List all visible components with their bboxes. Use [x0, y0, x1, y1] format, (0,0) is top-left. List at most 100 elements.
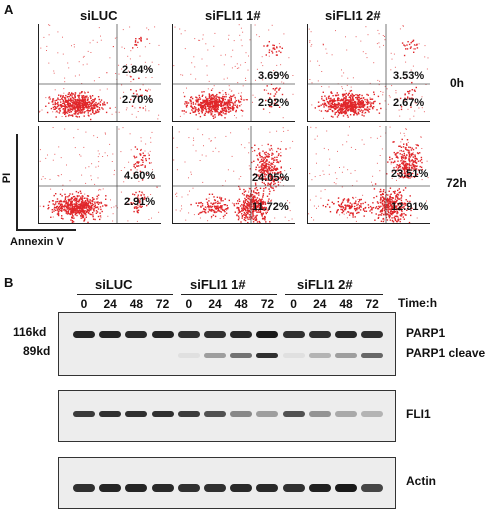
scatter-dot — [211, 100, 213, 103]
band-parp1-cleaved — [282, 353, 305, 358]
scatter-dot — [226, 101, 228, 103]
scatter-dot — [240, 39, 242, 41]
scatter-dot — [313, 219, 315, 221]
scatter-dot — [357, 95, 359, 97]
band-parp1 — [256, 331, 279, 338]
scatter-dot — [57, 101, 59, 104]
scatter-dot — [254, 144, 256, 146]
scatter-dot — [382, 220, 385, 223]
scatter-dot — [277, 161, 280, 164]
scatter-dot — [114, 37, 116, 39]
scatter-dot — [344, 111, 346, 114]
scatter-dot — [243, 208, 246, 211]
scatter-dot — [265, 167, 267, 169]
scatter-dot — [140, 194, 142, 196]
scatter-dot — [403, 132, 405, 134]
scatter-dot — [329, 206, 331, 208]
scatter-dot — [320, 104, 322, 106]
scatter-dot — [261, 215, 263, 217]
panel-a-letter: A — [4, 2, 14, 17]
scatter-dot — [133, 165, 135, 168]
scatter-dot — [349, 107, 351, 110]
scatter-dot — [390, 193, 392, 195]
scatter-dot — [412, 39, 415, 41]
scatter-dot — [371, 181, 372, 183]
scatter-dot — [381, 199, 384, 202]
scatter-dot — [215, 95, 217, 97]
scatter-dot — [70, 198, 72, 200]
scatter-dot — [212, 93, 214, 96]
scatter-dot — [205, 155, 207, 157]
scatter-dot — [251, 194, 254, 196]
scatter-dot — [211, 205, 213, 208]
scatter-dot — [258, 175, 260, 178]
scatter-dot — [252, 151, 254, 152]
scatter-dot — [402, 161, 404, 163]
scatter-dot — [402, 189, 405, 191]
scatter-dot — [219, 112, 221, 114]
scatter-dot — [338, 102, 340, 104]
scatter-dot — [130, 149, 132, 151]
scatter-dot — [93, 205, 95, 208]
scatter-dot — [244, 204, 246, 207]
scatter-dot — [74, 211, 76, 214]
scatter-dot — [238, 178, 240, 180]
scatter-dot — [389, 194, 391, 196]
scatter-dot — [135, 156, 138, 158]
scatter-dot — [228, 85, 230, 87]
scatter-dot — [405, 162, 407, 165]
scatter-dot — [77, 109, 79, 111]
scatter-dot — [237, 218, 240, 221]
scatter-dot — [265, 179, 267, 181]
scatter-dot — [256, 189, 258, 191]
scatter-dot — [222, 108, 224, 111]
scatter-dot — [260, 207, 262, 210]
scatter-dot — [207, 206, 209, 208]
scatter-dot — [212, 107, 214, 109]
scatter-dot — [336, 103, 339, 106]
scatter-dot — [356, 103, 359, 105]
scatter-dot — [261, 202, 264, 204]
band-fli1 — [177, 411, 200, 417]
scatter-dot — [278, 50, 280, 52]
flow-plot-sifli1-2-0h — [307, 24, 430, 122]
scatter-dot — [207, 205, 210, 207]
scatter-dot — [73, 101, 76, 103]
scatter-dot — [347, 108, 349, 111]
scatter-dot — [344, 105, 347, 107]
scatter-dot — [315, 195, 317, 197]
scatter-dot — [401, 206, 404, 208]
scatter-dot — [51, 211, 54, 213]
scatter-dot — [262, 169, 265, 172]
scatter-dot — [263, 217, 265, 220]
scatter-dot — [133, 155, 135, 157]
scatter-dot — [355, 208, 357, 210]
scatter-dot — [214, 199, 216, 202]
scatter-dot — [262, 213, 264, 215]
scatter-dot — [408, 155, 411, 157]
scatter-dot — [291, 218, 293, 220]
scatter-dot — [154, 26, 156, 28]
scatter-dot — [380, 91, 382, 92]
scatter-dot — [375, 206, 378, 208]
band-actin — [99, 484, 122, 492]
scatter-dot — [341, 171, 343, 173]
scatter-dot — [410, 164, 412, 167]
scatter-dot — [137, 162, 139, 164]
scatter-dot — [224, 98, 226, 101]
scatter-dot — [256, 221, 259, 223]
scatter-dot — [220, 54, 222, 56]
scatter-dot — [247, 194, 249, 197]
scatter-dot — [380, 196, 382, 199]
scatter-dot — [75, 199, 77, 202]
scatter-dot — [378, 205, 380, 208]
scatter-dot — [329, 101, 331, 103]
scatter-dot — [207, 220, 209, 222]
scatter-dot — [240, 27, 242, 29]
scatter-dot — [399, 214, 401, 216]
scatter-dot — [64, 81, 66, 83]
scatter-dot — [213, 211, 215, 213]
band-parp1-cleaved — [230, 353, 253, 358]
scatter-dot — [208, 108, 211, 111]
scatter-dot — [359, 94, 361, 96]
